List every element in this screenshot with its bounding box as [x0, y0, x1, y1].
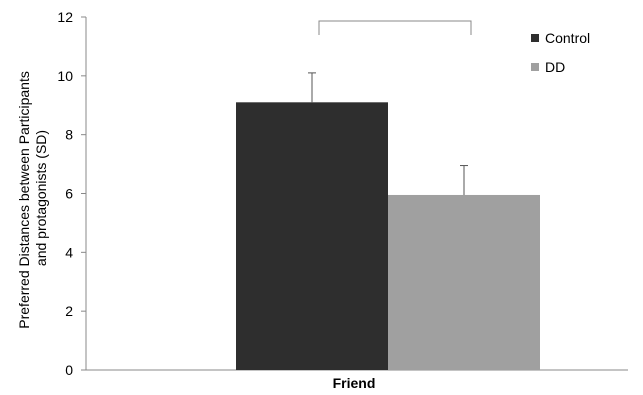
legend-label-control: Control [545, 30, 590, 46]
legend-swatch-control [531, 34, 539, 42]
legend-swatch-dd [531, 63, 539, 71]
bars [236, 102, 540, 370]
y-axis-label: Preferred Distances between Participants… [16, 67, 49, 328]
x-category-label: Friend [333, 375, 376, 391]
legend: Control DD [531, 30, 590, 75]
y-tick-label: 12 [57, 9, 73, 25]
y-tick-label: 6 [65, 186, 73, 202]
y-tick-label: 10 [57, 68, 73, 84]
y-tick-label: 8 [65, 127, 73, 143]
y-tick-label: 0 [65, 362, 73, 378]
y-axis-label-line-1: Preferred Distances between Participants [16, 71, 32, 329]
significance-bracket [318, 20, 472, 35]
legend-label-dd: DD [545, 59, 565, 75]
bar-dd [388, 194, 540, 370]
y-tick-label: 2 [65, 303, 73, 319]
y-axis-label-line-2: and protagonists (SD) [33, 130, 49, 266]
error-bars [308, 72, 468, 195]
bar-control [236, 102, 388, 370]
y-ticks: 0 2 4 6 8 10 12 [57, 9, 86, 378]
y-tick-label: 4 [65, 244, 73, 260]
